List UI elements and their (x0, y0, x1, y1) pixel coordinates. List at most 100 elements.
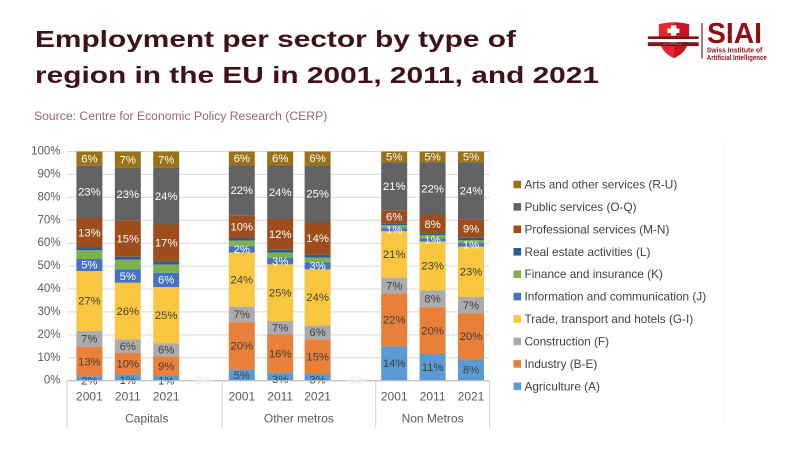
svg-text:5%: 5% (424, 152, 440, 164)
svg-text:Real estate activities (L): Real estate activities (L) (525, 245, 651, 259)
svg-text:6%: 6% (158, 275, 174, 287)
svg-text:5%: 5% (120, 271, 136, 283)
svg-text:2001: 2001 (228, 390, 255, 404)
svg-text:12%: 12% (269, 229, 292, 241)
svg-text:24%: 24% (306, 292, 329, 304)
svg-text:8%: 8% (463, 365, 479, 377)
svg-text:24%: 24% (230, 274, 253, 286)
svg-text:26%: 26% (116, 306, 139, 318)
svg-text:8%: 8% (424, 294, 440, 306)
svg-text:3%: 3% (272, 374, 288, 386)
svg-text:24%: 24% (460, 186, 483, 198)
svg-text:23%: 23% (460, 267, 483, 279)
svg-text:30%: 30% (37, 306, 60, 318)
svg-text:Other metros: Other metros (264, 412, 334, 426)
svg-text:10%: 10% (230, 222, 253, 234)
svg-text:6%: 6% (81, 153, 97, 165)
svg-text:6%: 6% (309, 153, 325, 165)
svg-text:22%: 22% (230, 185, 253, 197)
svg-text:24%: 24% (269, 187, 292, 199)
svg-text:24%: 24% (155, 191, 178, 203)
svg-text:0%: 0% (196, 375, 212, 387)
svg-text:5%: 5% (386, 152, 402, 164)
svg-text:SWISS: SWISS (670, 42, 678, 44)
svg-text:0%: 0% (44, 375, 61, 387)
svg-text:Capitals: Capitals (125, 412, 168, 426)
svg-text:14%: 14% (306, 233, 329, 245)
svg-text:2011: 2011 (115, 390, 141, 404)
svg-text:2021: 2021 (153, 390, 180, 404)
svg-text:11%: 11% (422, 362, 444, 374)
svg-text:Information and communication: Information and communication (J) (525, 290, 707, 304)
svg-text:80%: 80% (37, 191, 60, 203)
svg-text:60%: 60% (37, 237, 60, 249)
svg-text:22%: 22% (421, 183, 444, 195)
svg-text:2001: 2001 (76, 390, 103, 404)
svg-text:7%: 7% (120, 154, 136, 166)
svg-text:2021: 2021 (458, 390, 485, 404)
svg-text:23%: 23% (78, 187, 101, 199)
svg-text:90%: 90% (37, 168, 60, 180)
svg-text:0%: 0% (350, 375, 366, 387)
svg-text:27%: 27% (78, 296, 101, 308)
svg-text:23%: 23% (421, 261, 444, 273)
svg-text:2011: 2011 (420, 390, 446, 404)
svg-text:25%: 25% (155, 310, 178, 322)
svg-text:13%: 13% (78, 227, 101, 239)
svg-text:15%: 15% (306, 351, 329, 363)
svg-text:Professional services (M-N): Professional services (M-N) (525, 222, 670, 236)
svg-text:7%: 7% (386, 280, 402, 292)
svg-text:1%: 1% (386, 224, 402, 236)
svg-text:3%: 3% (309, 261, 325, 273)
svg-text:5%: 5% (234, 370, 250, 382)
svg-text:6%: 6% (158, 345, 174, 357)
svg-text:2021: 2021 (304, 390, 331, 404)
svg-text:25%: 25% (269, 287, 292, 299)
svg-text:1%: 1% (158, 376, 174, 388)
svg-text:16%: 16% (269, 348, 292, 360)
svg-text:Trade, transport and hotels (G: Trade, transport and hotels (G-I) (525, 312, 694, 326)
svg-text:17%: 17% (155, 238, 178, 250)
svg-text:7%: 7% (463, 300, 479, 312)
svg-text:20%: 20% (460, 331, 483, 343)
svg-text:40%: 40% (37, 283, 60, 295)
svg-text:6%: 6% (309, 327, 325, 339)
svg-text:15%: 15% (116, 233, 139, 245)
svg-text:6%: 6% (120, 341, 136, 353)
svg-text:9%: 9% (158, 361, 174, 373)
svg-text:Arts and other services (R-U): Arts and other services (R-U) (525, 178, 678, 192)
svg-text:2011: 2011 (267, 390, 293, 404)
svg-text:14%: 14% (383, 358, 406, 370)
svg-text:2001: 2001 (381, 390, 408, 404)
svg-text:7%: 7% (81, 334, 97, 346)
svg-text:10%: 10% (37, 352, 60, 364)
svg-text:Swiss Institute of: Swiss Institute of (707, 45, 763, 54)
svg-text:6%: 6% (386, 212, 402, 224)
svg-text:100%: 100% (31, 146, 60, 158)
svg-text:25%: 25% (306, 188, 329, 200)
svg-text:INSTITUTE OF A.I.: INSTITUTE OF A.I. (664, 43, 684, 46)
svg-text:Agriculture (A): Agriculture (A) (525, 379, 600, 393)
svg-text:SIAI: SIAI (707, 18, 762, 50)
svg-text:22%: 22% (383, 315, 406, 327)
svg-text:21%: 21% (383, 249, 406, 261)
svg-text:23%: 23% (116, 189, 139, 201)
svg-text:5%: 5% (81, 260, 97, 272)
svg-text:6%: 6% (234, 153, 250, 165)
svg-text:10%: 10% (116, 359, 139, 371)
svg-text:2%: 2% (234, 244, 250, 256)
svg-text:Finance and insurance (K): Finance and insurance (K) (525, 267, 663, 281)
svg-text:20%: 20% (230, 341, 253, 353)
svg-text:70%: 70% (37, 214, 60, 226)
svg-text:5%: 5% (463, 152, 479, 164)
svg-text:21%: 21% (383, 181, 406, 193)
svg-text:0%: 0% (194, 375, 210, 387)
svg-text:Artificial Intelligence: Artificial Intelligence (707, 53, 768, 62)
svg-text:Public services (O-Q): Public services (O-Q) (525, 200, 637, 214)
svg-text:8%: 8% (424, 219, 440, 231)
svg-text:6%: 6% (272, 153, 288, 165)
svg-text:0%: 0% (348, 375, 364, 387)
svg-text:7%: 7% (158, 154, 174, 166)
svg-text:3%: 3% (272, 256, 288, 268)
svg-text:2%: 2% (81, 376, 97, 388)
